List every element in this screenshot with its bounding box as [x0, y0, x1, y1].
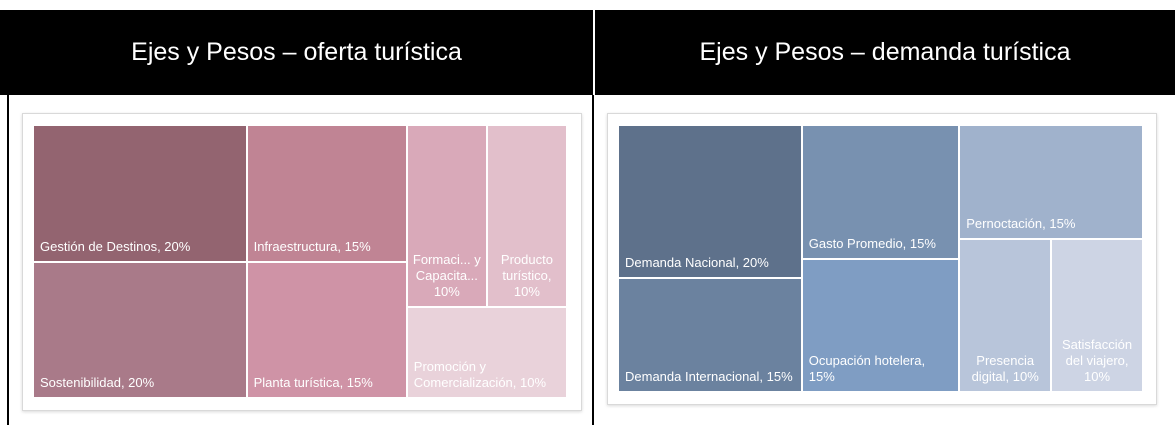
cell-label: Satisfacción del viajero, 10%: [1062, 336, 1133, 384]
cell-label: Formaci... y Capacita... 10%: [412, 252, 481, 299]
chart-frame: Gestión de Destinos, 20% Sostenibilidad, …: [22, 113, 582, 411]
cell-label: Ocupación hotelera, 15%: [808, 353, 926, 384]
treemap-cell: Sostenibilidad, 20%: [34, 262, 246, 397]
treemap-cell: Planta turística, 15%: [247, 262, 406, 397]
treemap-cell: Gestión de Destinos, 20%: [34, 126, 246, 261]
column-header: Ejes y Pesos – oferta turística: [0, 10, 593, 95]
chart-frame: Demanda Nacional, 20% Demanda Internacion…: [607, 113, 1157, 405]
column-header: Ejes y Pesos – demanda turística: [595, 10, 1175, 95]
cell-label: Gestión de Destinos, 20%: [40, 238, 191, 254]
treemap-cell: Pernoctación, 15%: [960, 126, 1142, 239]
treemap-cell: Gasto Promedio, 15%: [802, 126, 959, 258]
treemap-cell: Infraestructura, 15%: [247, 126, 406, 261]
treemap-cell: Ocupación hotelera, 15%: [802, 259, 959, 391]
treemap-cell: Demanda Internacional, 15%: [619, 278, 801, 391]
cell-label: Promoción y Comercialización, 10%: [413, 359, 547, 390]
cell-label: Demanda Internacional, 15%: [625, 368, 793, 384]
cell-label: Sostenibilidad, 20%: [40, 375, 155, 390]
cell-label: Infraestructura, 15%: [253, 238, 371, 254]
treemap-cell: Demanda Nacional, 20%: [619, 126, 801, 277]
cell-label: Gasto Promedio, 15%: [808, 235, 936, 251]
table-border: [7, 95, 9, 425]
cell-label: Presencia digital, 10%: [971, 352, 1039, 384]
treemap-cell: Producto turístico, 10%: [487, 126, 566, 306]
treemap: Demanda Nacional, 20% Demanda Internacion…: [618, 125, 1143, 392]
treemap-cell: Promoción y Comercialización, 10%: [407, 308, 566, 397]
cell-label: Demanda Nacional, 20%: [625, 254, 769, 270]
treemap: Gestión de Destinos, 20% Sostenibilidad, …: [33, 125, 567, 398]
treemap-cell: Formaci... y Capacita... 10%: [407, 126, 486, 306]
table-border: [592, 95, 594, 425]
treemap-cell: Presencia digital, 10%: [960, 240, 1051, 391]
cell-label: Producto turístico, 10%: [500, 252, 553, 299]
cell-label: Planta turística, 15%: [253, 375, 373, 390]
treemap-cell: Satisfacción del viajero, 10%: [1052, 240, 1142, 391]
cell-label: Pernoctación, 15%: [966, 216, 1076, 232]
